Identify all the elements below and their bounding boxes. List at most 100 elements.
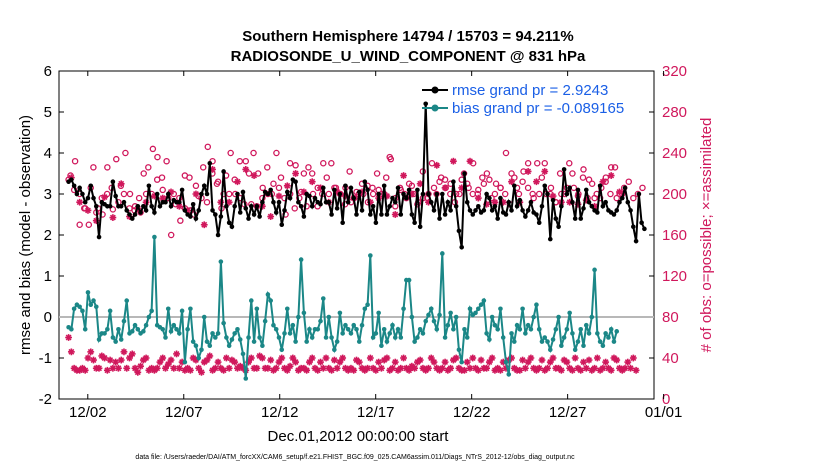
bias-point bbox=[348, 331, 354, 336]
obs-assimilated-point bbox=[599, 178, 607, 186]
obs-assimilated-point bbox=[433, 161, 441, 169]
rmse-point bbox=[163, 199, 168, 205]
bias-point bbox=[487, 337, 492, 342]
rmse-point bbox=[226, 220, 232, 225]
star-stroke bbox=[217, 365, 224, 372]
bias-point bbox=[608, 327, 614, 332]
obs-assimilated-point bbox=[544, 364, 551, 372]
star-stroke bbox=[577, 367, 584, 374]
bias-point bbox=[271, 322, 276, 328]
star-stroke bbox=[112, 359, 119, 366]
bias-point bbox=[193, 343, 199, 349]
bias-point bbox=[190, 339, 196, 344]
obs-assimilated-point bbox=[580, 358, 587, 366]
bias-point bbox=[268, 298, 273, 303]
obs-assimilated-point bbox=[225, 198, 233, 206]
star-stroke bbox=[143, 355, 150, 361]
star-stroke bbox=[608, 172, 615, 179]
star-stroke bbox=[85, 207, 91, 214]
rmse-point bbox=[481, 208, 487, 213]
bias-point bbox=[392, 335, 398, 340]
rmse-point bbox=[260, 199, 265, 205]
obs-possible-point bbox=[369, 190, 377, 198]
bias-point bbox=[448, 310, 453, 316]
star-stroke bbox=[287, 363, 294, 370]
rmse-point bbox=[218, 214, 224, 219]
bias-point bbox=[362, 306, 368, 312]
bias-point bbox=[351, 322, 357, 328]
rmse-point bbox=[279, 222, 285, 228]
bias-point bbox=[149, 308, 154, 314]
star-stroke bbox=[508, 178, 515, 185]
star-stroke bbox=[228, 357, 235, 363]
star-stroke bbox=[539, 357, 545, 363]
rmse-point bbox=[307, 193, 312, 199]
star-stroke bbox=[231, 359, 238, 366]
obs-possible-point bbox=[405, 180, 413, 187]
bias-point bbox=[603, 331, 608, 336]
star-stroke bbox=[550, 355, 556, 361]
rmse-point bbox=[141, 204, 146, 209]
obs-assimilated-point bbox=[416, 356, 424, 364]
obs-assimilated-point bbox=[375, 358, 383, 366]
obs-assimilated-point bbox=[292, 358, 299, 366]
rmse-point bbox=[523, 214, 528, 219]
obs-assimilated-point bbox=[106, 356, 114, 364]
obs-possible-point bbox=[145, 164, 152, 171]
bias-point bbox=[329, 335, 334, 340]
star-stroke bbox=[406, 367, 413, 374]
rmse-point bbox=[359, 208, 365, 213]
star-stroke bbox=[605, 365, 612, 372]
obs-assimilated-point bbox=[330, 356, 338, 364]
bias-point bbox=[368, 253, 373, 258]
bias-point bbox=[146, 314, 152, 320]
bias-point bbox=[520, 306, 525, 312]
y-tick-label: 0 bbox=[44, 309, 52, 326]
obs-assimilated-point bbox=[366, 354, 374, 362]
rmse-point bbox=[445, 199, 451, 205]
star-stroke bbox=[586, 357, 592, 363]
obs-possible-point bbox=[369, 184, 376, 192]
star-stroke bbox=[198, 369, 205, 376]
bias-point bbox=[514, 322, 520, 328]
bias-point bbox=[434, 327, 440, 332]
bias-point bbox=[96, 337, 102, 342]
bias-point bbox=[246, 335, 251, 340]
obs-possible-point bbox=[437, 174, 445, 181]
rmse-point bbox=[271, 199, 276, 205]
obs-possible-point bbox=[533, 159, 541, 167]
star-stroke bbox=[278, 355, 285, 361]
obs-possible-point bbox=[639, 184, 646, 192]
y-axis-label: rmse and bias (model - observation) bbox=[17, 115, 34, 355]
obs-assimilated-point bbox=[438, 364, 446, 372]
obs-possible-point bbox=[242, 157, 250, 165]
star-stroke bbox=[195, 365, 202, 372]
bias-point bbox=[296, 314, 301, 320]
obs-possible-point bbox=[303, 203, 310, 210]
star-stroke bbox=[121, 348, 127, 355]
obs-assimilated-point bbox=[400, 172, 407, 179]
y2-tick-label: 200 bbox=[662, 186, 687, 203]
rmse-point bbox=[177, 199, 182, 205]
obs-assimilated-point bbox=[272, 364, 280, 372]
rmse-point bbox=[487, 195, 492, 201]
bias-point bbox=[462, 327, 467, 332]
rmse-point bbox=[80, 191, 85, 197]
star-stroke bbox=[572, 355, 579, 361]
rmse-point bbox=[581, 206, 586, 211]
rmse-point bbox=[448, 208, 453, 213]
obs-assimilated-point bbox=[200, 221, 208, 229]
chart-subtitle: RADIOSONDE_U_WIND_COMPONENT @ 831 hPa bbox=[231, 48, 586, 65]
star-stroke bbox=[425, 365, 432, 372]
rmse-point bbox=[412, 220, 417, 225]
rmse-point bbox=[431, 208, 437, 213]
star-stroke bbox=[525, 168, 532, 175]
rmse-point bbox=[318, 201, 323, 207]
obs-assimilated-point bbox=[76, 198, 84, 206]
obs-assimilated-point bbox=[101, 354, 108, 362]
bias-point bbox=[243, 376, 249, 381]
rmse-point bbox=[146, 183, 152, 189]
obs-possible-point bbox=[277, 174, 285, 181]
bias-point bbox=[415, 335, 420, 340]
star-stroke bbox=[71, 365, 78, 372]
